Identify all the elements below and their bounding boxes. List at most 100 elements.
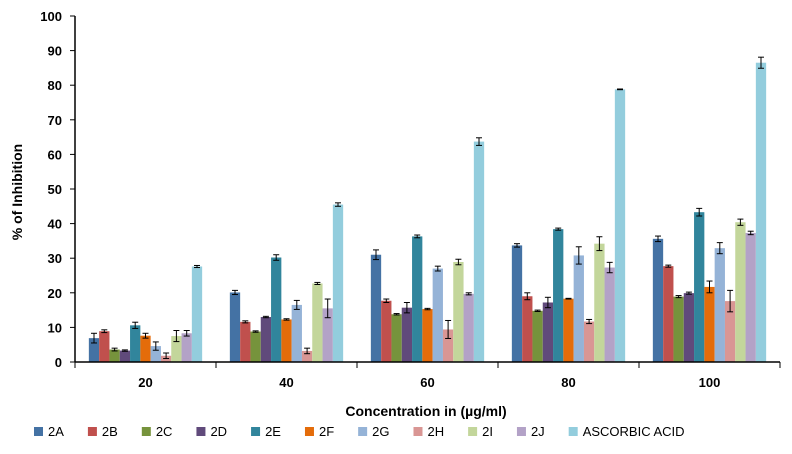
bar-2d-100 [683,293,695,362]
legend-label: 2E [265,424,281,439]
error-bar [737,218,744,226]
legend-swatch [516,427,526,436]
legend-item: 2B [87,424,118,439]
bar-ascorbic-acid-100 [755,62,767,363]
error-bar [283,318,290,321]
legend: 2A 2B 2C 2D 2E 2F 2G 2H 2I 2J ASCORBIC ACID [34,424,685,439]
legend-label: 2I [482,424,493,439]
error-bar [575,246,582,265]
error-bar [596,236,603,252]
legend-item: 2J [516,424,545,439]
error-bar [111,347,118,352]
error-bar [655,235,661,243]
bar-2i-80 [594,243,605,362]
bar-2g-100 [714,248,725,362]
error-bars [91,56,764,360]
error-bar [617,88,623,91]
bar-2c-20 [109,349,120,362]
bar-ascorbic-acid-60 [473,141,485,362]
error-bar [555,227,562,231]
bar-2h-80 [583,321,595,362]
bar-2b-60 [381,300,392,362]
bar-2e-20 [130,325,141,362]
bar-2g-40 [291,304,302,362]
bar-2d-40 [260,317,272,362]
x-axis-ticks: 20 40 60 80 100 [74,362,781,390]
legend-label: ASCORBIC ACID [583,424,685,439]
bar-2f-40 [281,319,292,362]
error-bar [403,301,410,314]
y-axis-ticks: 0 10 20 30 40 50 60 70 80 90 100 [40,9,75,370]
bar-2h-100 [724,301,736,362]
legend-swatch [251,427,261,436]
bar-2i-20 [171,336,182,362]
bar-2g-80 [573,255,584,362]
bar-2g-60 [432,268,443,362]
error-bar [324,298,331,319]
error-bar [293,299,300,310]
bar-2i-100 [735,222,746,362]
legend-swatch [34,427,43,436]
y-tick-label: 70 [48,113,62,128]
bar-2e-60 [412,236,423,362]
y-tick-label: 50 [48,182,62,197]
legend-item: 2G [358,424,389,439]
error-bar [414,234,421,239]
bar-2e-40 [271,257,282,362]
legend-item: 2H [413,424,444,439]
bar-2b-40 [240,321,251,362]
error-bar [586,318,593,325]
legend-label: 2D [210,424,227,439]
bar-ascorbic-acid-80 [614,89,626,363]
bar-2h-40 [301,350,313,362]
legend-label: 2H [427,424,444,439]
bar-2d-80 [542,302,554,362]
bar-2c-100 [673,296,684,362]
legend-item: 2I [468,424,493,439]
error-bar [273,254,280,261]
error-bar [194,264,200,269]
bars [88,62,767,363]
error-bar [393,313,400,316]
error-bar [706,280,713,294]
y-tick-label: 100 [40,9,62,24]
bar-2j-20 [181,333,192,362]
legend-swatch [568,427,578,436]
bar-2f-20 [140,335,151,362]
error-bar [465,292,472,296]
legend-swatch [468,427,478,436]
bar-2c-80 [532,310,543,362]
bar-2j-60 [463,293,474,362]
error-bar [445,319,452,339]
legend-swatch [358,427,368,436]
y-tick-label: 0 [55,355,62,370]
error-bar [262,315,269,319]
error-bar [455,258,462,266]
legend-label: 2A [48,424,64,439]
error-bar [675,295,682,299]
error-bar [373,249,379,261]
error-bar [696,207,703,217]
error-bar [183,330,190,337]
bar-2b-20 [99,331,110,362]
y-tick-label: 60 [48,147,62,162]
error-bar [304,347,311,355]
bar-2c-60 [391,314,402,362]
x-tick-label: 20 [138,375,152,390]
error-bar [727,289,734,313]
error-bar [534,309,541,312]
axes [74,16,780,363]
error-bar [242,320,249,324]
error-bar [758,56,764,69]
bar-2j-80 [604,267,615,362]
bar-2b-80 [522,296,533,362]
legend-label: 2F [319,424,334,439]
error-bar [565,297,572,300]
legend-label: 2B [102,424,118,439]
error-bar [173,330,180,343]
bar-2j-100 [745,232,756,362]
legend-swatch [304,427,314,436]
legend-item: ASCORBIC ACID [568,424,685,439]
bar-ascorbic-acid-40 [332,204,344,362]
